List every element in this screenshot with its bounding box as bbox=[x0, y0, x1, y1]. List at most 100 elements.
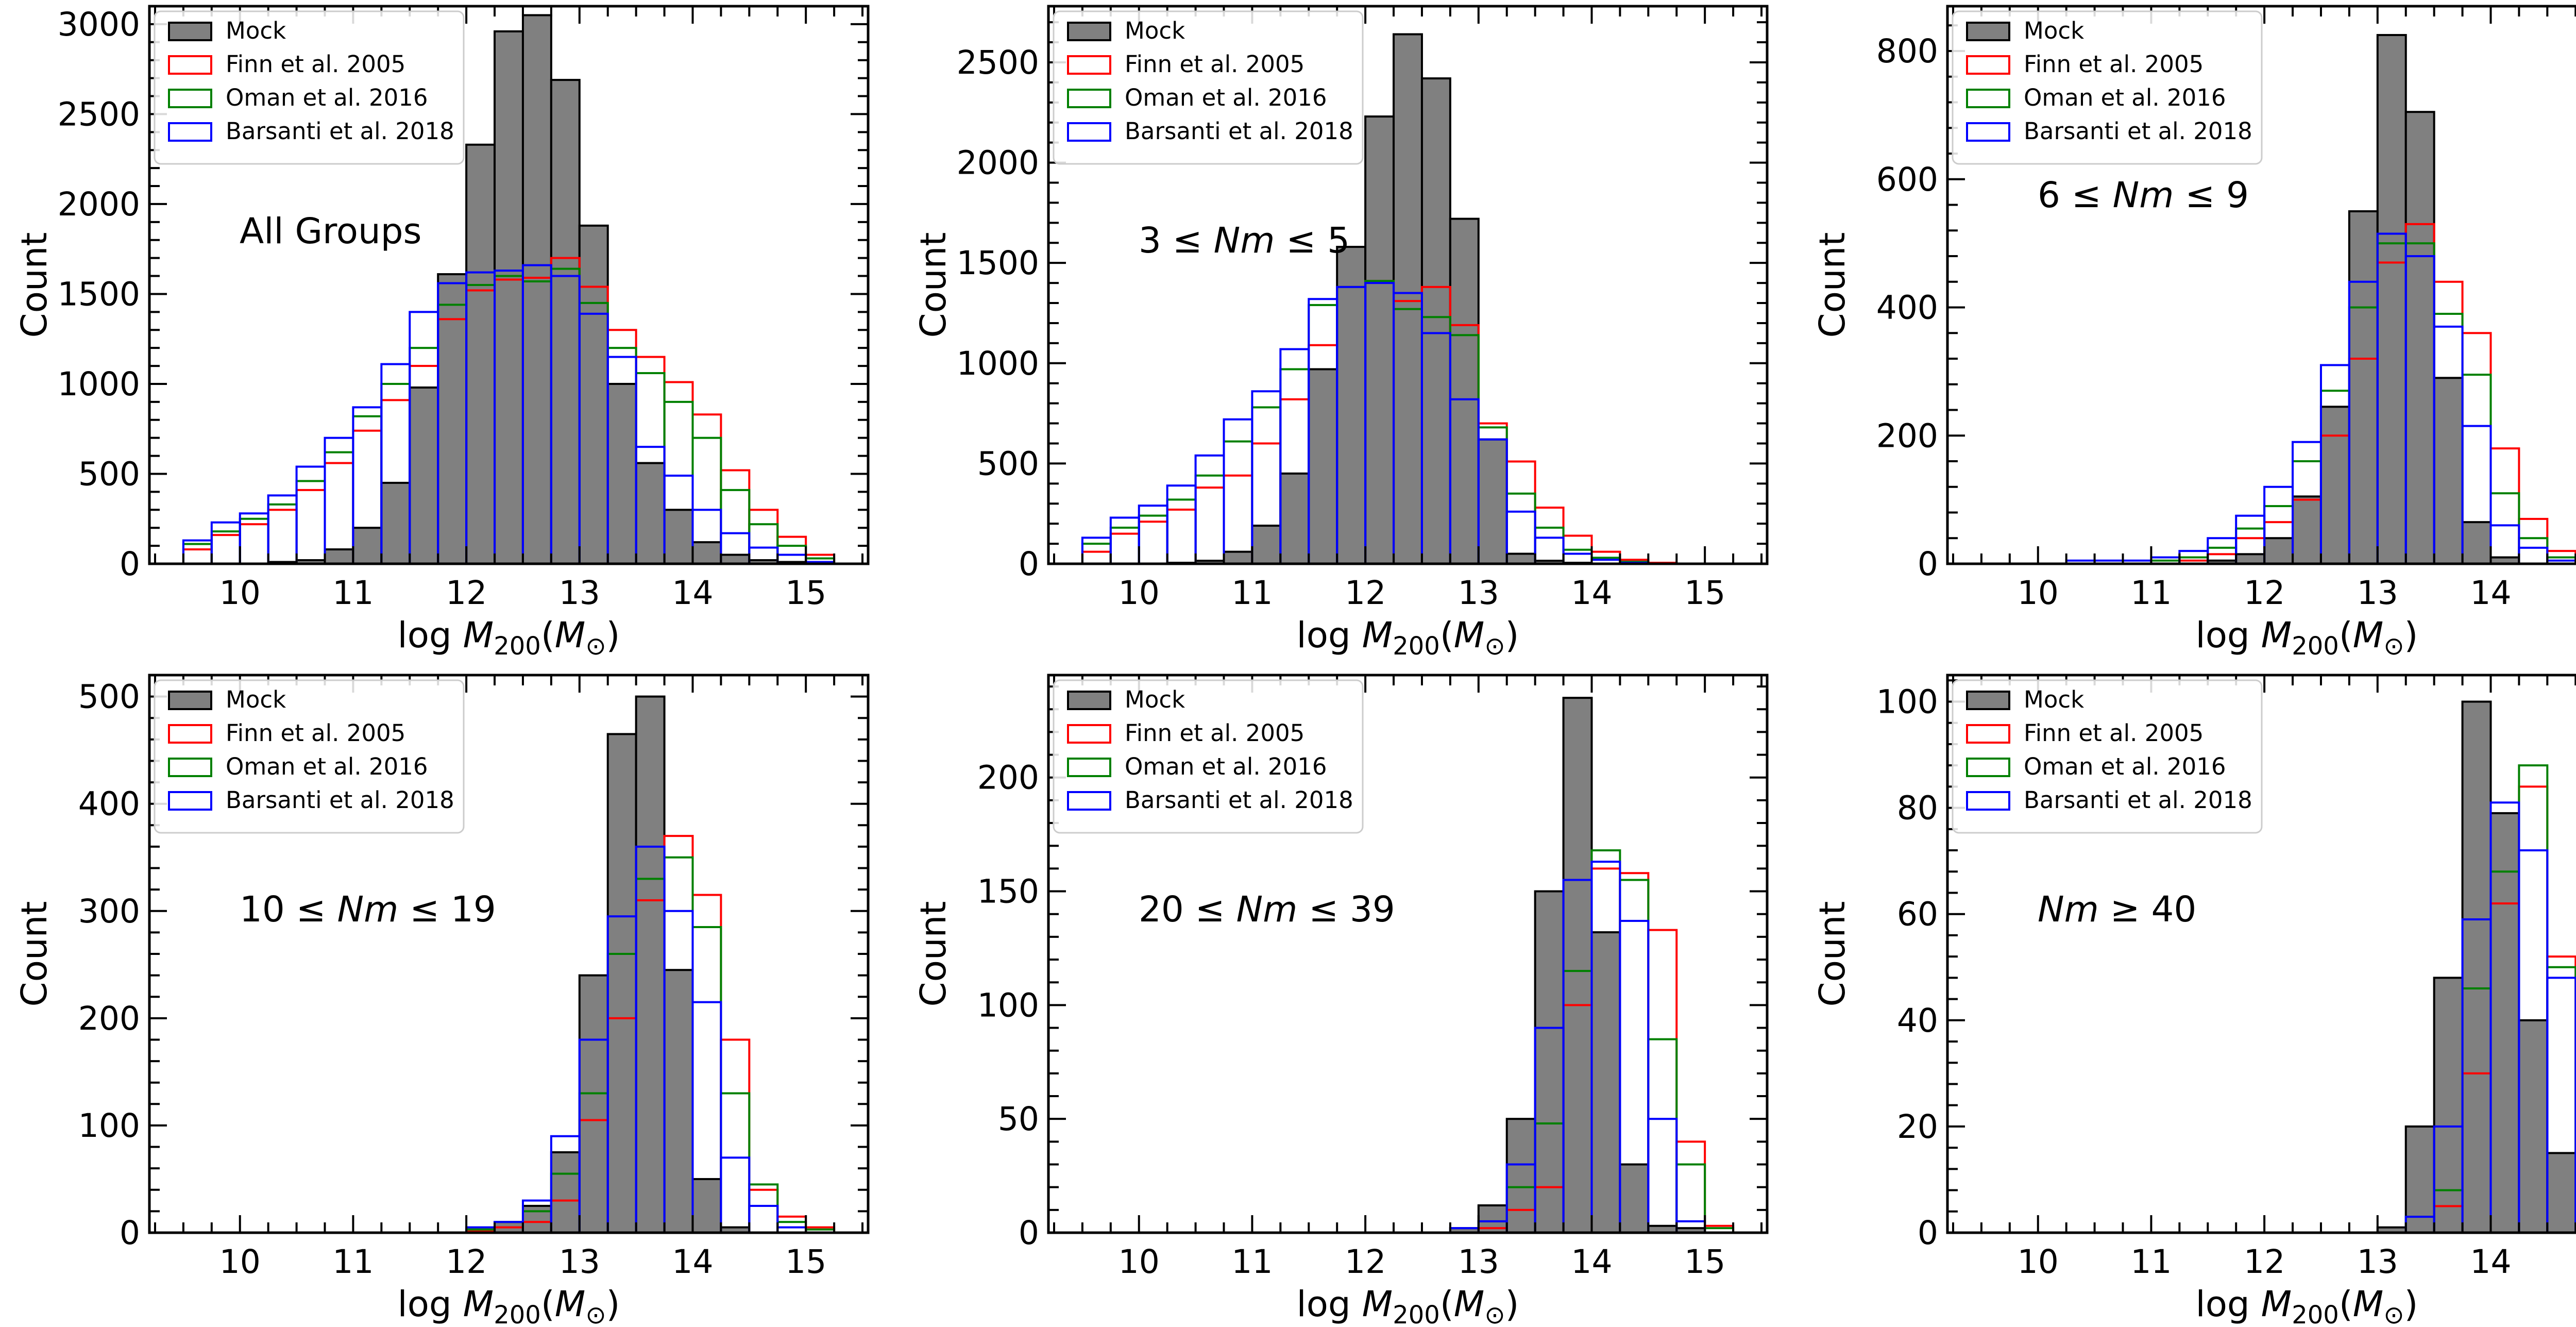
y-tick-label: 100 bbox=[78, 1107, 140, 1145]
y-axis-label: Count bbox=[14, 901, 55, 1007]
legend-box bbox=[154, 679, 465, 834]
histogram-bar bbox=[1449, 217, 1480, 565]
y-tick-label: 800 bbox=[1876, 32, 1938, 70]
axes-frame bbox=[1047, 674, 1769, 1234]
histogram-bar bbox=[2518, 1019, 2549, 1234]
y-tick-label: 0 bbox=[1918, 545, 1938, 583]
panel-annotation: All Groups bbox=[240, 211, 422, 252]
y-tick-label: 0 bbox=[1019, 1214, 1039, 1252]
histogram-bar bbox=[1619, 1163, 1650, 1234]
step-bin bbox=[267, 503, 298, 565]
legend-label: Barsanti et al. 2018 bbox=[2024, 786, 2252, 814]
legend-swatch-mock bbox=[168, 22, 212, 41]
legend-swatch bbox=[1067, 122, 1111, 142]
y-tick-label: 3000 bbox=[58, 6, 140, 43]
legend-box bbox=[1952, 679, 2263, 834]
histogram-bar bbox=[691, 1178, 722, 1234]
legend-label: Mock bbox=[226, 17, 286, 44]
step-bin bbox=[210, 521, 241, 565]
legend-swatch-mock bbox=[1966, 22, 2010, 41]
legend: Mock Finn et al. 2005 Oman et al. 2016 Bars… bbox=[1952, 10, 2263, 165]
x-tick-label: 15 bbox=[1684, 574, 1725, 612]
x-tick-label: 15 bbox=[1684, 1243, 1725, 1281]
legend-swatch bbox=[1067, 55, 1111, 75]
step-bin bbox=[1081, 550, 1112, 565]
step-bin bbox=[1138, 505, 1168, 565]
histogram-bar bbox=[1223, 550, 1253, 565]
axes-frame bbox=[148, 5, 870, 565]
x-tick-label: 10 bbox=[219, 1243, 261, 1281]
legend: Mock Finn et al. 2005 Oman et al. 2016 Bars… bbox=[154, 10, 465, 165]
histogram-bar bbox=[2376, 33, 2407, 565]
step-bin bbox=[748, 523, 779, 565]
legend-label: Oman et al. 2016 bbox=[226, 753, 428, 780]
x-tick-label: 14 bbox=[672, 1243, 713, 1281]
y-tick-label: 200 bbox=[977, 759, 1039, 797]
y-tick-label: 600 bbox=[1876, 161, 1938, 198]
legend-label: Mock bbox=[226, 686, 286, 713]
histogram-bar bbox=[2235, 553, 2266, 565]
legend-label: Barsanti et al. 2018 bbox=[1125, 786, 1353, 814]
chart-panel-1: 10 11 12 13 14 15 0 500 1000 1500 2000 2500 3000 log … bbox=[14, 5, 870, 661]
histogram-bar bbox=[465, 143, 496, 565]
step-bin bbox=[182, 543, 213, 565]
legend-swatch bbox=[1966, 724, 2010, 744]
legend-label: Oman et al. 2016 bbox=[1125, 753, 1327, 780]
x-tick-label: 12 bbox=[446, 1243, 487, 1281]
step-bin bbox=[2489, 492, 2520, 565]
legend-swatch-mock bbox=[1067, 691, 1111, 710]
step-bin bbox=[1675, 1140, 1706, 1234]
histogram-bar bbox=[2319, 406, 2350, 565]
step-bin bbox=[1138, 520, 1168, 565]
x-tick-label: 11 bbox=[2130, 1243, 2172, 1281]
x-tick-label: 14 bbox=[1571, 1243, 1612, 1281]
histogram-bar bbox=[352, 527, 383, 565]
x-tick-label: 12 bbox=[1345, 1243, 1386, 1281]
legend-swatch bbox=[168, 89, 212, 108]
y-tick-label: 100 bbox=[977, 986, 1039, 1024]
x-tick-label: 15 bbox=[785, 574, 826, 612]
histogram-bar bbox=[2404, 1125, 2435, 1234]
legend-label: Barsanti et al. 2018 bbox=[2024, 117, 2252, 145]
step-bin bbox=[295, 480, 326, 565]
y-tick-label: 500 bbox=[78, 678, 140, 716]
histogram-bar bbox=[2348, 210, 2379, 565]
histogram-bar bbox=[2461, 521, 2492, 565]
step-series-barsanti-et-al-2018 bbox=[2065, 232, 2576, 565]
panel-annotation: 10 ≤ Nm ≤ 19 bbox=[240, 889, 496, 930]
legend-box bbox=[1053, 10, 1364, 165]
legend-label: Finn et al. 2005 bbox=[1125, 719, 1304, 747]
x-tick-label: 13 bbox=[1458, 574, 1499, 612]
y-tick-label: 150 bbox=[977, 873, 1039, 911]
histogram-bar bbox=[1505, 552, 1536, 565]
x-axis-label: log M200(M⊙) bbox=[2196, 615, 2418, 661]
y-tick-label: 20 bbox=[1897, 1108, 1938, 1146]
panel-annotation: 6 ≤ Nm ≤ 9 bbox=[2038, 175, 2249, 216]
y-tick-label: 1500 bbox=[58, 275, 140, 313]
legend-swatch bbox=[1067, 758, 1111, 777]
y-tick-label: 2500 bbox=[957, 44, 1039, 81]
histogram-bar bbox=[1505, 1118, 1536, 1234]
x-tick-label: 13 bbox=[1458, 1243, 1499, 1281]
x-tick-label: 11 bbox=[332, 1243, 374, 1281]
x-axis-label: log M200(M⊙) bbox=[398, 1284, 620, 1327]
step-bin bbox=[1647, 1118, 1678, 1234]
y-tick-label: 1000 bbox=[58, 365, 140, 403]
histogram-bar bbox=[606, 382, 637, 565]
axes-frame bbox=[1047, 5, 1769, 565]
histogram-bar bbox=[606, 733, 637, 1234]
legend-swatch bbox=[168, 791, 212, 811]
x-axis-label: log M200(M⊙) bbox=[398, 615, 620, 661]
legend-swatch bbox=[1966, 55, 2010, 75]
histogram-bar bbox=[437, 273, 468, 565]
legend-label: Mock bbox=[2024, 686, 2084, 713]
step-bin bbox=[210, 530, 241, 565]
chart-panel-6: 101112131415020406080100log M200(M⊙)Coun… bbox=[1812, 674, 2576, 1327]
histogram-bar bbox=[1420, 77, 1451, 565]
legend-label: Oman et al. 2016 bbox=[1125, 84, 1327, 111]
legend-label: Mock bbox=[1125, 17, 1185, 44]
legend-label: Finn et al. 2005 bbox=[2024, 51, 2204, 78]
legend-label: Mock bbox=[1125, 686, 1185, 713]
panel-annotation: 20 ≤ Nm ≤ 39 bbox=[1139, 889, 1395, 930]
axes-frame bbox=[1946, 5, 2576, 565]
